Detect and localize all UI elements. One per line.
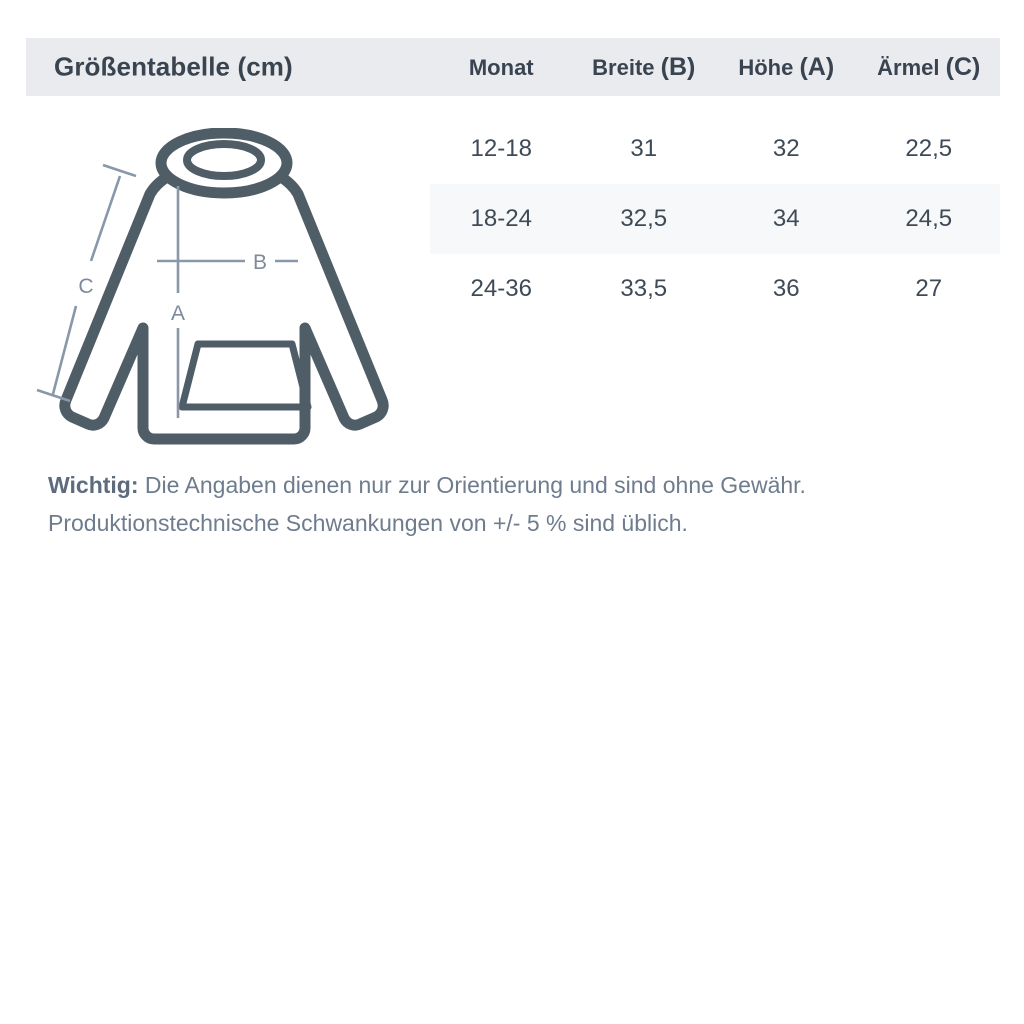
column-header-breite: Breite (B) (573, 53, 716, 82)
cell-breite: 31 (630, 135, 658, 162)
cell-hoehe: 36 (772, 275, 800, 302)
cell-monat: 18-24 (470, 205, 532, 232)
cell-aermel: 27 (915, 275, 943, 302)
table-row: 12-18 31 32 22,5 (430, 114, 1000, 184)
dimension-arrow-b: B (157, 251, 298, 274)
column-header-aermel-label: Ärmel (877, 54, 946, 80)
disclaimer-line2: Produktionstechnische Schwankungen von +… (48, 510, 688, 536)
column-header-hoehe: Höhe (A) (715, 53, 858, 82)
column-header-breite-label: Breite (592, 54, 661, 80)
dimension-arrow-a: A (171, 186, 185, 418)
table-row: 24-36 33,5 36 27 (430, 254, 1000, 324)
dimension-label-c: C (78, 275, 93, 298)
column-header-aermel: Ärmel (C) (858, 53, 1001, 82)
dimension-label-a: A (171, 302, 185, 325)
column-header-hoehe-paren: (A) (799, 52, 835, 81)
cell-aermel: 22,5 (905, 135, 953, 162)
column-headers: Monat Breite (B) Höhe (A) Ärmel (C) (430, 38, 1000, 96)
dimension-arrow-c: C (36, 163, 137, 403)
cell-hoehe: 34 (772, 205, 800, 232)
cell-breite: 33,5 (620, 275, 668, 302)
cell-breite: 32,5 (620, 205, 668, 232)
column-header-monat: Monat (430, 53, 573, 82)
hoodie-diagram: A B C (30, 128, 415, 458)
disclaimer-line1: Die Angaben dienen nur zur Orientierung … (138, 472, 806, 498)
cell-monat: 24-36 (470, 275, 532, 302)
page-title: Größentabelle (cm) (54, 51, 293, 82)
disclaimer-strong: Wichtig: (48, 472, 139, 498)
size-table-body: 12-18 31 32 22,5 18-24 32,5 34 24,5 24-3… (430, 114, 1000, 324)
disclaimer-note: Wichtig: Die Angaben dienen nur zur Orie… (48, 466, 978, 542)
column-header-hoehe-label: Höhe (738, 54, 800, 80)
cell-monat: 12-18 (470, 135, 532, 162)
table-row: 18-24 32,5 34 24,5 (430, 184, 1000, 254)
hoodie-outline-icon (59, 128, 389, 445)
dimension-label-b: B (253, 251, 267, 274)
cell-aermel: 24,5 (905, 205, 953, 232)
hoodie-pocket-icon (178, 340, 312, 411)
column-header-monat-label: Monat (468, 54, 534, 80)
column-header-aermel-paren: (C) (945, 52, 981, 81)
column-header-breite-paren: (B) (660, 52, 696, 81)
cell-hoehe: 32 (772, 135, 800, 162)
table-header-bar: Größentabelle (cm) Monat Breite (B) Höhe… (26, 38, 1000, 96)
